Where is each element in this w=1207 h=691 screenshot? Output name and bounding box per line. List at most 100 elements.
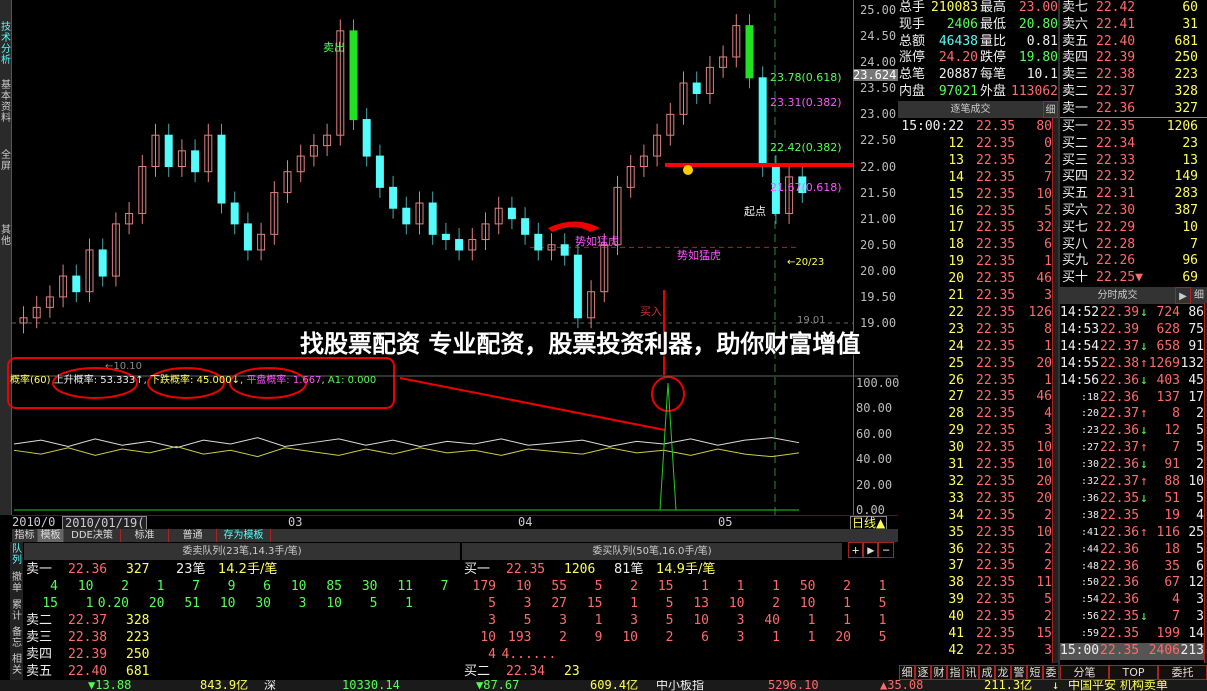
- candle-body: [177, 150, 186, 168]
- ask-volume: 223: [1174, 67, 1198, 83]
- queue-next-button[interactable]: ▶: [863, 542, 879, 558]
- minute-tab[interactable]: 分笔: [1060, 665, 1109, 680]
- tiger-label-2: 势如猛虎: [677, 249, 721, 262]
- minute-trade-row: :48 22.36 35 6: [1060, 559, 1206, 576]
- candle-body: [428, 202, 437, 235]
- tab-cumulative[interactable]: 累计: [12, 600, 22, 622]
- news-ticker[interactable]: 中国平安 机构卖单: [1068, 680, 1168, 691]
- tick-tab[interactable]: 龙: [995, 665, 1011, 680]
- bid-volume: 387: [1174, 203, 1198, 218]
- tick-tab[interactable]: 警: [1011, 665, 1027, 680]
- sme-index: 5296.10: [768, 680, 819, 691]
- tab-cancel[interactable]: 撤单: [12, 572, 22, 594]
- other-turnover: 211.3亿: [984, 680, 1033, 691]
- annotation-circle: [147, 367, 225, 399]
- tab-fullscreen[interactable]: 全屏: [1, 150, 11, 172]
- tick-row: 32 22.35 20: [898, 474, 1058, 491]
- queue-order-size: 5: [665, 613, 674, 628]
- tick-price: 22.35: [976, 609, 1016, 625]
- price-tick-label: 22.00: [860, 159, 897, 174]
- down-arrow-icon: ↓: [1140, 609, 1148, 625]
- minute-price: 22.35: [1100, 609, 1140, 625]
- tick-volume: 4: [1044, 406, 1052, 422]
- ticks-detail-button[interactable]: 细: [1043, 101, 1058, 118]
- queue-side-tabs: 队列 撤单 累计 备忘 相关: [10, 542, 23, 680]
- queue-order-size: 2: [559, 630, 567, 645]
- minute-tab[interactable]: 委托: [1158, 665, 1207, 680]
- tick-tab[interactable]: 指: [947, 665, 963, 680]
- tick-tab[interactable]: 讯: [963, 665, 979, 680]
- info-key: 每笔: [980, 67, 1007, 83]
- tick-price: 22.35: [976, 355, 1016, 371]
- tick-price: 22.35: [976, 490, 1016, 506]
- down-arrow-icon: ↓: [1140, 372, 1148, 388]
- tick-volume: 11: [1036, 575, 1052, 591]
- candle-body: [719, 56, 728, 68]
- toolbar-dde[interactable]: DDE决策: [64, 529, 121, 542]
- minute-count: 4: [1196, 507, 1204, 523]
- tick-scrollbar[interactable]: [1052, 118, 1058, 663]
- minute-detail-button[interactable]: 细: [1191, 287, 1207, 304]
- tick-tab[interactable]: 短: [1027, 665, 1043, 680]
- annotation-brush-stroke: [548, 221, 600, 232]
- tick-price: 22.35: [976, 321, 1016, 337]
- tab-fundamentals[interactable]: 基本资料: [1, 80, 11, 124]
- bid-label: 买四: [1062, 169, 1089, 185]
- candle-body: [111, 223, 120, 277]
- queue-add-button[interactable]: +: [848, 542, 864, 558]
- tick-time: 42: [948, 642, 964, 658]
- tick-volume: 2: [1044, 541, 1052, 557]
- toolbar-standard[interactable]: 标准: [121, 529, 169, 542]
- queue-minus-button[interactable]: −: [878, 542, 894, 558]
- queue-order-size: 10: [219, 596, 236, 611]
- minute-trade-row: :32 22.37 ↑ 88 10: [1060, 474, 1206, 491]
- tick-time: 35: [948, 524, 964, 540]
- tick-tab[interactable]: 细: [899, 665, 915, 680]
- minute-next-button[interactable]: ▶: [1175, 287, 1191, 304]
- ask-price: 22.40: [1096, 33, 1136, 49]
- toolbar-save-template[interactable]: 存为模板: [217, 529, 271, 542]
- minute-time: :38: [1080, 509, 1099, 521]
- queue-order-size: 10: [515, 579, 532, 594]
- tab-queue[interactable]: 队列: [12, 544, 22, 566]
- minute-count: 75: [1188, 321, 1204, 337]
- tab-other[interactable]: 其他: [1, 225, 11, 247]
- queue-order-size: 10: [693, 613, 709, 628]
- indicator-header: 概率(60) 上升概率: 53.333↑, 下跌概率: 45.000↓, 平盘概…: [10, 375, 377, 386]
- tick-tab[interactable]: 逐: [915, 665, 931, 680]
- minute-scrollbar[interactable]: [1204, 303, 1207, 663]
- tick-tab[interactable]: 委: [1043, 665, 1059, 680]
- tab-technical-analysis[interactable]: 技术分析: [1, 22, 11, 66]
- toolbar-indicator[interactable]: 指标: [12, 529, 38, 542]
- minute-time: :27: [1080, 442, 1099, 454]
- kline-chart[interactable]: [0, 0, 898, 515]
- tick-price: 22.35: [976, 642, 1016, 658]
- start-point-label: 起点: [744, 205, 766, 218]
- ask-volume: 250: [1174, 50, 1198, 66]
- tick-price: 22.35: [976, 152, 1016, 168]
- queue-label: 买二: [464, 664, 491, 679]
- tick-row: 17 22.35 32: [898, 220, 1058, 237]
- info-key: 内盘: [899, 84, 926, 99]
- tick-volume: 1: [1044, 372, 1052, 388]
- tick-tab[interactable]: 财: [931, 665, 947, 680]
- current-price-marker: 23.624: [853, 68, 898, 82]
- tick-tab[interactable]: 成: [979, 665, 995, 680]
- candle-body: [521, 218, 530, 235]
- minute-tab[interactable]: TOP: [1109, 665, 1158, 680]
- tick-row: 12 22.35 0: [898, 136, 1058, 153]
- info-value: 97021: [938, 84, 978, 99]
- toolbar-normal[interactable]: 普通: [169, 529, 217, 542]
- queue-order-size: 179: [472, 579, 496, 594]
- queue-order-size: 1: [878, 613, 887, 628]
- toolbar-template[interactable]: 模板: [38, 529, 64, 542]
- quote-info-row: 涨停 24.20 跌停 19.80: [898, 50, 1058, 67]
- minute-count: 14: [1188, 626, 1204, 642]
- sz-index: 10330.14: [342, 680, 400, 691]
- fib-label-2: 23.31(0.382): [770, 96, 842, 109]
- tick-volume: 10: [1036, 524, 1052, 540]
- candle-body: [745, 25, 754, 79]
- tab-memo[interactable]: 备忘: [12, 627, 22, 649]
- minute-count: 2: [1196, 457, 1204, 473]
- tab-related[interactable]: 相关: [12, 654, 22, 676]
